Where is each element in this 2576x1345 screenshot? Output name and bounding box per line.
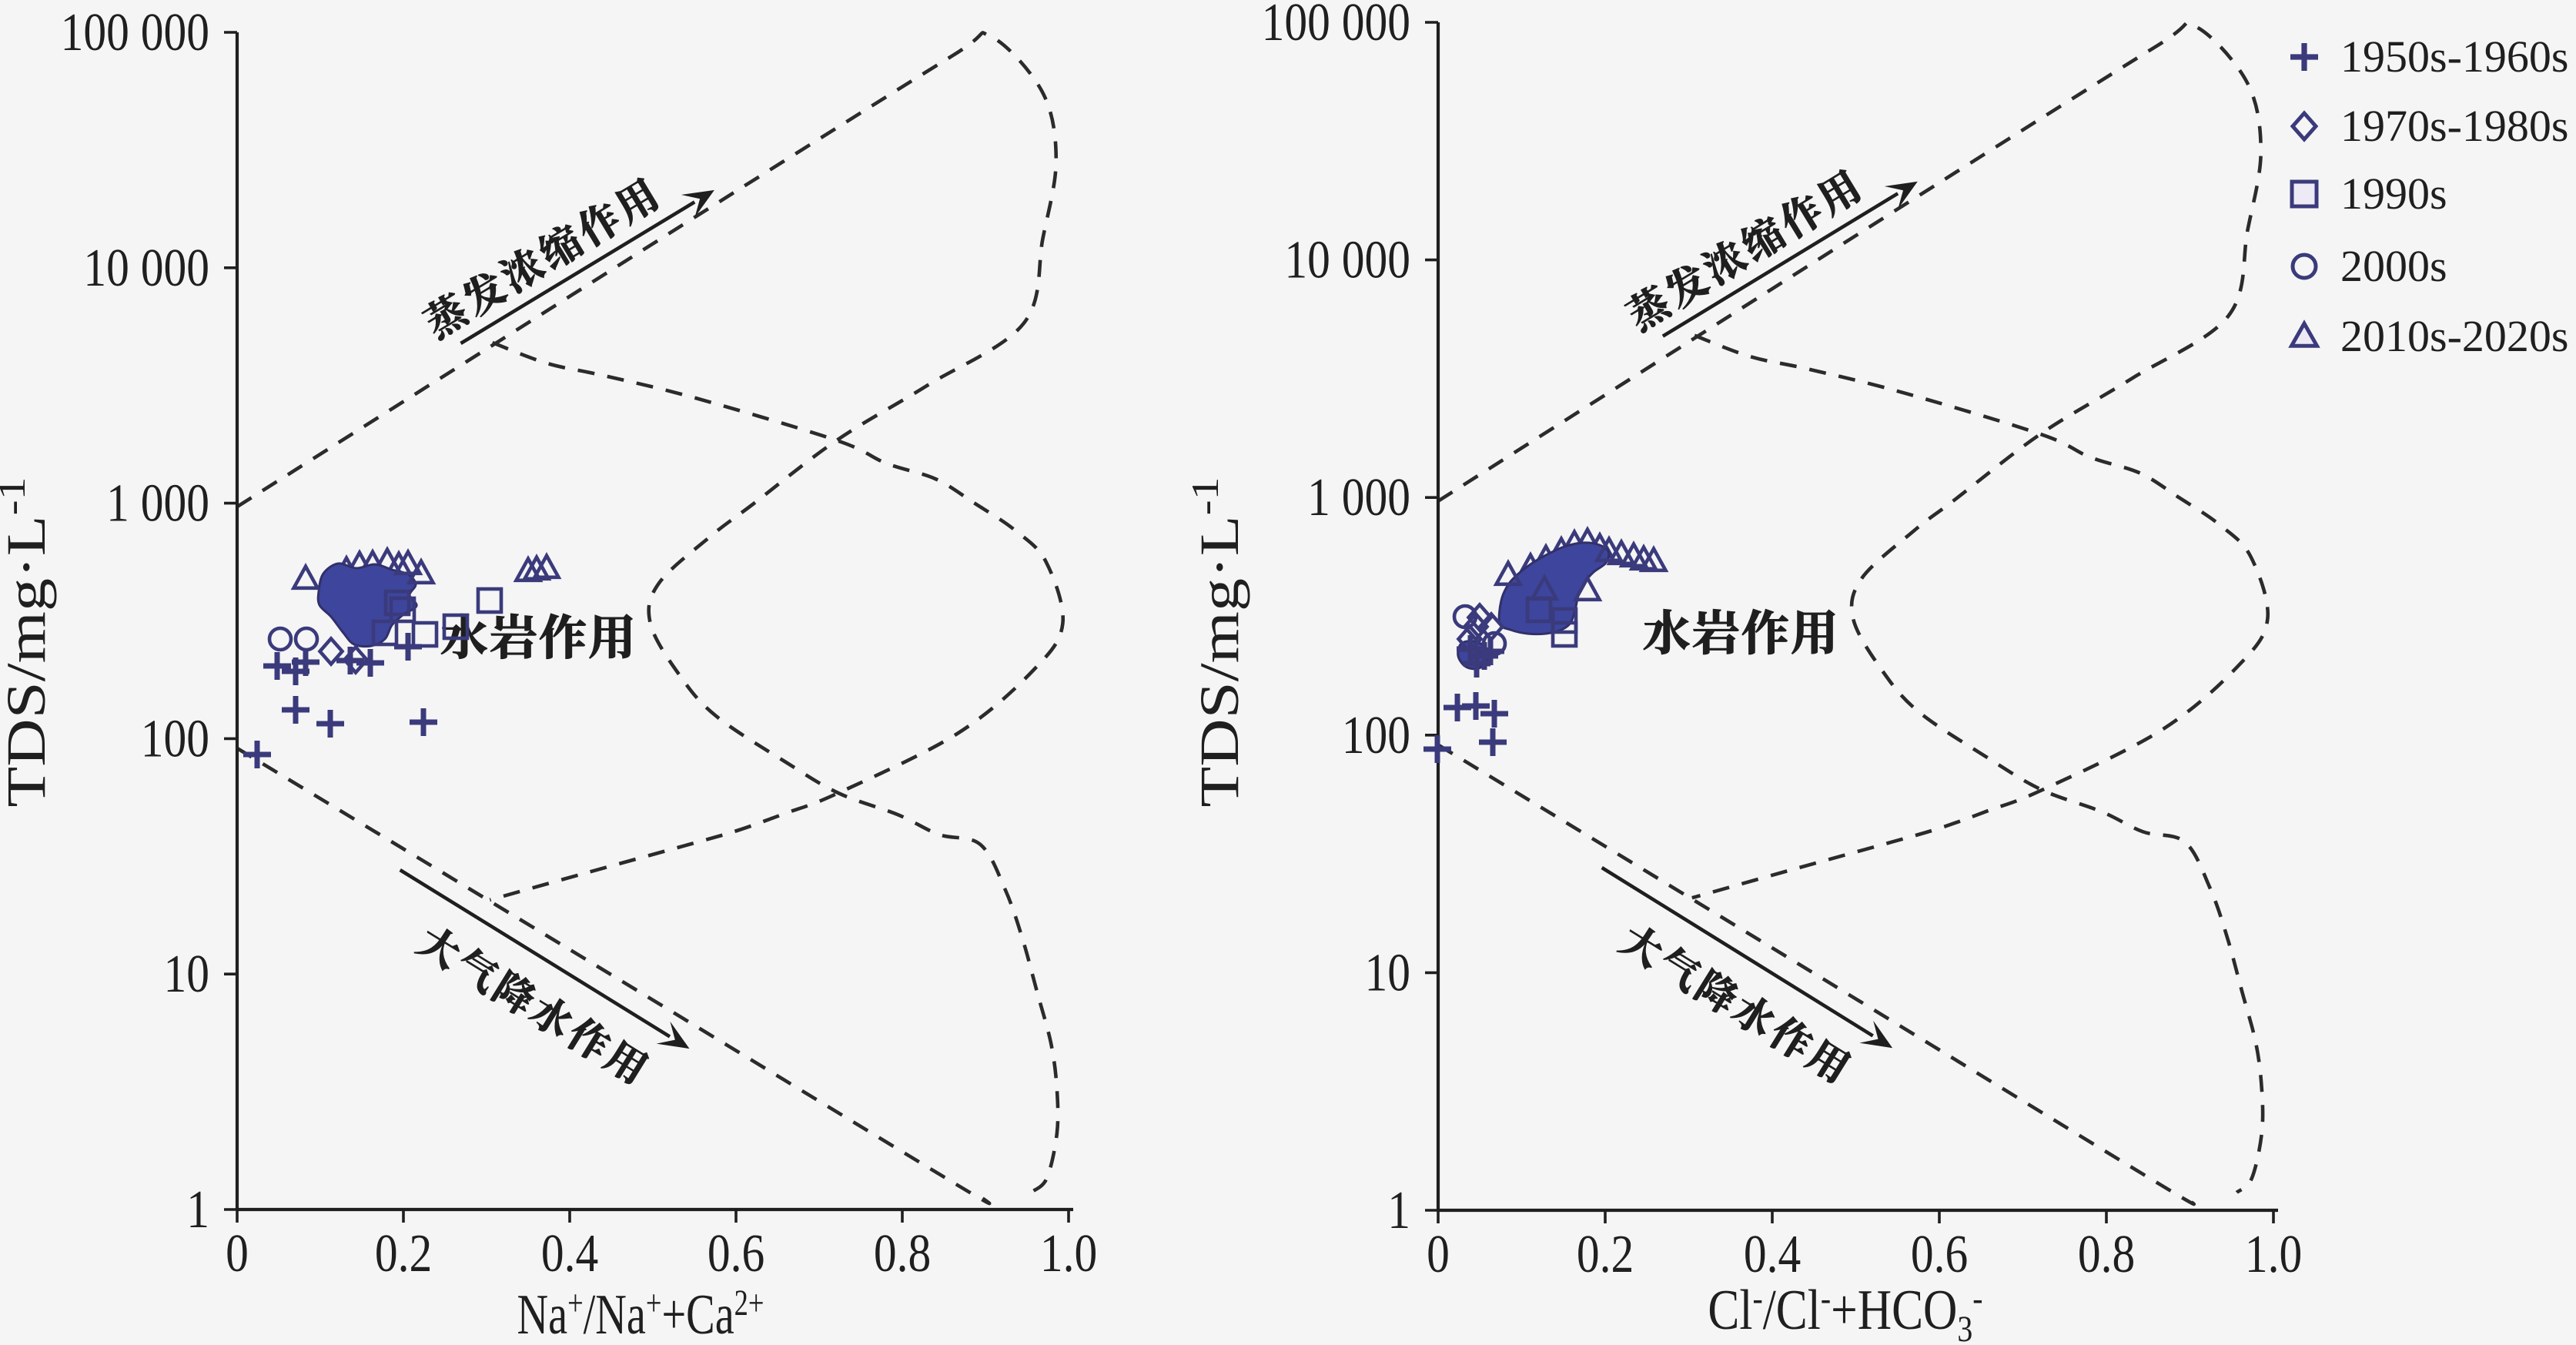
svg-text:0.4: 0.4 [541,1224,598,1284]
svg-text:10 000: 10 000 [83,238,209,298]
svg-text:1 000: 1 000 [106,473,209,534]
svg-text:2010s-2020s: 2010s-2020s [2340,311,2568,361]
svg-text:Na+/Na++Ca2+: Na+/Na++Ca2+ [517,1283,764,1345]
svg-text:0.8: 0.8 [874,1224,931,1284]
svg-text:0: 0 [226,1224,249,1284]
svg-text:1 000: 1 000 [1307,468,1410,528]
svg-text:0.6: 0.6 [1911,1225,1968,1285]
svg-text:100 000: 100 000 [1262,0,1410,52]
svg-text:TDS/mg·L-1: TDS/mg·L-1 [1184,477,1251,807]
svg-text:0.2: 0.2 [375,1224,432,1284]
svg-text:0.6: 0.6 [708,1224,764,1284]
svg-text:1.0: 1.0 [2245,1225,2302,1285]
svg-text:0: 0 [1427,1225,1450,1285]
svg-text:0.2: 0.2 [1577,1225,1634,1285]
svg-text:100 000: 100 000 [61,3,209,63]
svg-text:10: 10 [1365,943,1410,1003]
svg-text:1990s: 1990s [2340,169,2447,219]
svg-text:1950s-1960s: 1950s-1960s [2340,32,2568,82]
svg-text:100: 100 [1342,705,1410,765]
svg-text:1: 1 [186,1180,209,1240]
svg-text:1: 1 [1387,1181,1410,1241]
svg-text:0.4: 0.4 [1744,1225,1801,1285]
svg-text:1.0: 1.0 [1040,1224,1097,1284]
svg-text:0.8: 0.8 [2078,1225,2135,1285]
svg-text:1970s-1980s: 1970s-1980s [2340,101,2568,151]
svg-text:Cl-/Cl-+HCO3-: Cl-/Cl-+HCO3- [1708,1278,1982,1345]
svg-text:2000s: 2000s [2340,241,2447,291]
svg-text:100: 100 [141,709,209,769]
svg-text:10: 10 [164,945,209,1005]
svg-text:10 000: 10 000 [1284,230,1410,290]
svg-text:TDS/mg·L-1: TDS/mg·L-1 [0,477,57,807]
